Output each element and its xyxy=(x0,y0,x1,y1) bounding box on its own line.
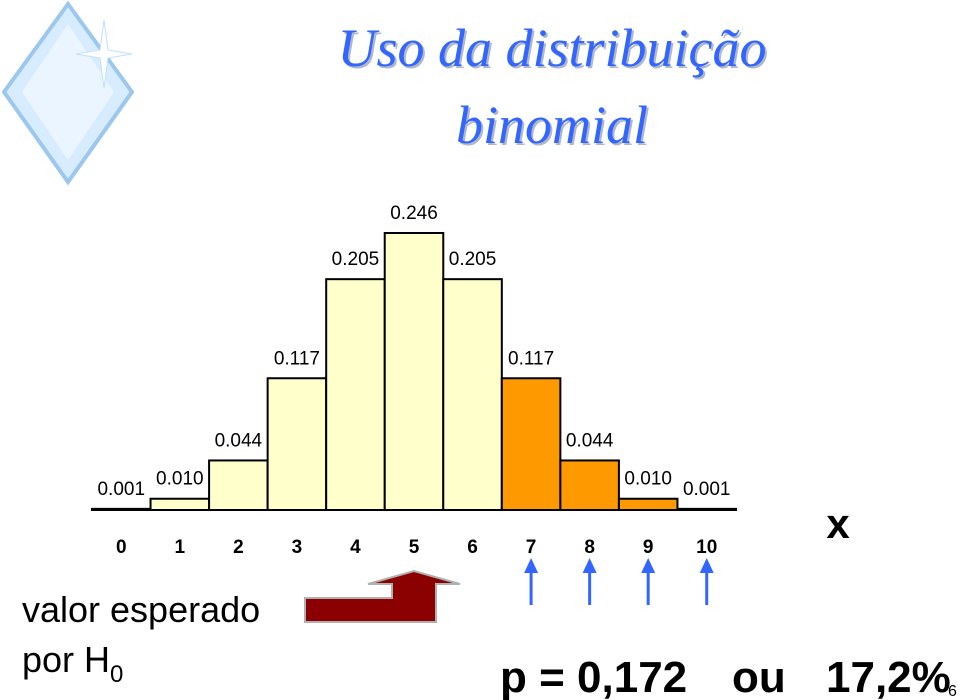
bar xyxy=(617,497,679,511)
chart: 0.001 0 0.010 1 0.044 2 0.117 3 0.205 4 0.246 5 0.20… xyxy=(91,203,737,558)
bar xyxy=(676,507,737,512)
annotation: ou xyxy=(732,653,786,700)
value-label: 0.205 xyxy=(449,249,497,270)
slide-number: 6 xyxy=(948,683,957,700)
p-value: p = 0,172 xyxy=(500,653,687,700)
bar xyxy=(266,377,328,511)
value-label: 0.117 xyxy=(274,348,320,369)
bar xyxy=(149,497,211,511)
blue-arrows xyxy=(524,558,714,605)
bar xyxy=(442,278,503,511)
value-label: 0.001 xyxy=(683,479,731,500)
x-tick-label: 4 xyxy=(350,537,361,558)
value-label: 0.010 xyxy=(156,469,204,490)
bar xyxy=(500,377,562,511)
x-tick-label: 2 xyxy=(233,537,244,558)
x-tick-label: 6 xyxy=(467,537,478,558)
annotation: por H xyxy=(22,639,110,680)
value-label: 0.001 xyxy=(97,479,145,500)
blue-arrow-head xyxy=(582,558,597,573)
title-shadow: Uso da distribuição xyxy=(339,20,768,80)
expected-arrow xyxy=(304,569,461,623)
annotation-subscript: 0 xyxy=(110,661,123,688)
annotation: valor esperado xyxy=(22,589,260,630)
x-tick-label: 1 xyxy=(175,537,186,558)
bar xyxy=(559,459,620,512)
value-label: 0.117 xyxy=(508,348,554,369)
value-label: 0.010 xyxy=(624,469,672,490)
x-tick-label: 9 xyxy=(643,537,654,558)
blue-arrow-head xyxy=(524,558,539,573)
x-tick-label: 5 xyxy=(409,537,420,558)
x-axis-label: x xyxy=(826,500,850,547)
x-tick-label: 0 xyxy=(116,537,127,558)
bar xyxy=(325,278,386,511)
value-label: 0.246 xyxy=(390,203,438,224)
diamond-logo xyxy=(1,0,135,186)
x-tick-label: 3 xyxy=(292,537,303,558)
blue-arrow-head xyxy=(699,558,714,573)
annotation: por H0 xyxy=(22,639,123,688)
value-label: 0.044 xyxy=(566,430,614,451)
chart-title: binomial xyxy=(456,95,648,155)
value-label: 0.205 xyxy=(332,249,380,270)
x-tick-label: 8 xyxy=(584,537,595,558)
bar xyxy=(208,459,269,512)
chart-title: Uso da distribuição xyxy=(337,18,766,78)
percent: 17,2% xyxy=(826,653,951,700)
value-label: 0.044 xyxy=(215,430,263,451)
bar xyxy=(91,507,152,512)
bar xyxy=(383,232,445,511)
blue-arrow-head xyxy=(641,558,656,573)
x-tick-label: 7 xyxy=(526,537,537,558)
x-tick-label: 10 xyxy=(696,537,717,558)
title-shadow: binomial xyxy=(458,97,650,157)
